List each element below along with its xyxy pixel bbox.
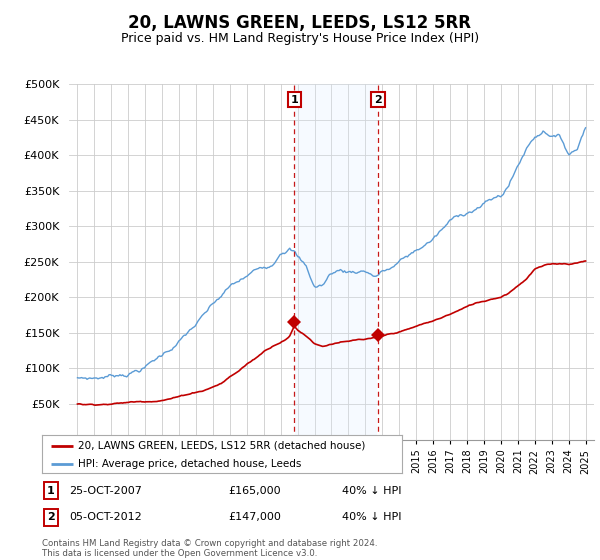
Text: 20, LAWNS GREEN, LEEDS, LS12 5RR: 20, LAWNS GREEN, LEEDS, LS12 5RR bbox=[128, 14, 472, 32]
Text: 2: 2 bbox=[374, 95, 382, 105]
Text: 2: 2 bbox=[47, 512, 55, 522]
Text: 40% ↓ HPI: 40% ↓ HPI bbox=[342, 486, 401, 496]
Text: 05-OCT-2012: 05-OCT-2012 bbox=[69, 512, 142, 522]
Text: HPI: Average price, detached house, Leeds: HPI: Average price, detached house, Leed… bbox=[78, 459, 301, 469]
Text: £147,000: £147,000 bbox=[228, 512, 281, 522]
Text: Contains HM Land Registry data © Crown copyright and database right 2024.
This d: Contains HM Land Registry data © Crown c… bbox=[42, 539, 377, 558]
Text: Price paid vs. HM Land Registry's House Price Index (HPI): Price paid vs. HM Land Registry's House … bbox=[121, 32, 479, 45]
Text: 20, LAWNS GREEN, LEEDS, LS12 5RR (detached house): 20, LAWNS GREEN, LEEDS, LS12 5RR (detach… bbox=[78, 441, 365, 451]
Text: £165,000: £165,000 bbox=[228, 486, 281, 496]
Text: 25-OCT-2007: 25-OCT-2007 bbox=[69, 486, 142, 496]
Text: 1: 1 bbox=[290, 95, 298, 105]
Text: 1: 1 bbox=[47, 486, 55, 496]
Text: 40% ↓ HPI: 40% ↓ HPI bbox=[342, 512, 401, 522]
